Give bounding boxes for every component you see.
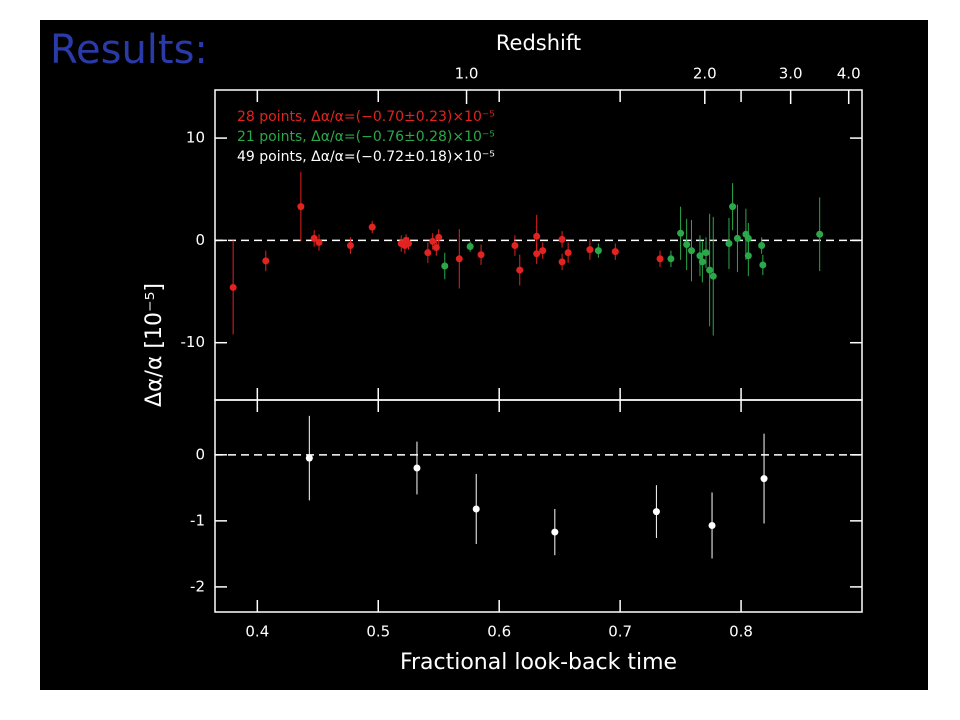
- data-point: [652, 508, 660, 516]
- data-point: [551, 528, 559, 536]
- y-tick-label: 10: [186, 129, 205, 147]
- data-point: [709, 272, 717, 280]
- x-tick-label: 0.8: [729, 623, 753, 641]
- data-point: [729, 203, 737, 211]
- x2-axis-label: Redshift: [496, 31, 581, 55]
- x2-tick-label: 2.0: [693, 65, 717, 83]
- legend-entry: 21 points, Δα/α=(−0.76±0.28)×10⁻⁵: [237, 129, 495, 145]
- legend-entry: 28 points, Δα/α=(−0.70±0.23)×10⁻⁵: [237, 109, 495, 125]
- data-point: [402, 236, 410, 244]
- y-tick-label: -1: [190, 511, 205, 529]
- slide-title: Results:: [50, 27, 208, 73]
- data-point: [477, 251, 485, 259]
- data-point: [687, 247, 695, 255]
- data-point: [435, 233, 443, 241]
- data-point: [346, 242, 354, 250]
- data-point: [533, 232, 541, 240]
- data-point: [594, 247, 602, 255]
- data-point: [677, 229, 685, 237]
- data-point: [698, 258, 706, 266]
- data-point: [706, 266, 714, 274]
- x-tick-label: 0.5: [366, 623, 390, 641]
- data-point: [429, 237, 437, 245]
- plot-frame: [214, 399, 863, 613]
- data-point: [816, 230, 824, 238]
- data-point: [702, 249, 710, 257]
- data-point: [229, 283, 237, 291]
- y-tick-label: 0: [195, 231, 205, 249]
- data-point: [760, 475, 768, 483]
- data-point: [533, 250, 541, 258]
- data-point: [305, 454, 313, 462]
- data-point: [758, 242, 766, 250]
- x2-tick-label: 3.0: [779, 65, 803, 83]
- data-point: [683, 240, 691, 248]
- data-point: [611, 248, 619, 256]
- data-point: [310, 234, 318, 242]
- data-point: [472, 505, 480, 513]
- x-tick-label: 0.6: [487, 623, 511, 641]
- data-point: [297, 203, 305, 211]
- data-point: [424, 249, 432, 257]
- data-point: [558, 258, 566, 266]
- data-point: [413, 464, 421, 472]
- data-point: [744, 252, 752, 260]
- y-tick-label: -2: [190, 577, 205, 595]
- data-point: [511, 242, 519, 250]
- data-point: [656, 255, 664, 263]
- data-point: [725, 239, 733, 247]
- x-tick-label: 0.7: [608, 623, 632, 641]
- data-point: [564, 249, 572, 257]
- data-point: [558, 235, 566, 243]
- data-point: [759, 261, 767, 269]
- data-point: [432, 244, 440, 252]
- x2-tick-label: 1.0: [455, 65, 479, 83]
- data-point: [539, 247, 547, 255]
- data-point: [441, 262, 449, 270]
- y-axis-label: Δα/α [10⁻⁵]: [142, 283, 167, 407]
- data-point: [667, 255, 675, 263]
- data-point: [586, 246, 594, 254]
- data-point: [696, 252, 704, 260]
- data-point: [708, 521, 716, 529]
- y-tick-label: 0: [195, 445, 205, 463]
- y-tick-label: -10: [181, 333, 206, 351]
- x-axis-label: Fractional look-back time: [400, 650, 677, 675]
- x2-tick-label: 4.0: [837, 65, 861, 83]
- legend-entry: 49 points, Δα/α=(−0.72±0.18)×10⁻⁵: [237, 149, 495, 165]
- data-point: [733, 234, 741, 242]
- slide-background: [40, 20, 928, 690]
- data-point: [516, 266, 524, 274]
- x-tick-label: 0.4: [245, 623, 269, 641]
- data-point: [455, 255, 463, 263]
- data-point: [368, 223, 376, 231]
- data-point: [466, 243, 474, 251]
- data-point: [315, 238, 323, 246]
- data-point: [262, 257, 270, 265]
